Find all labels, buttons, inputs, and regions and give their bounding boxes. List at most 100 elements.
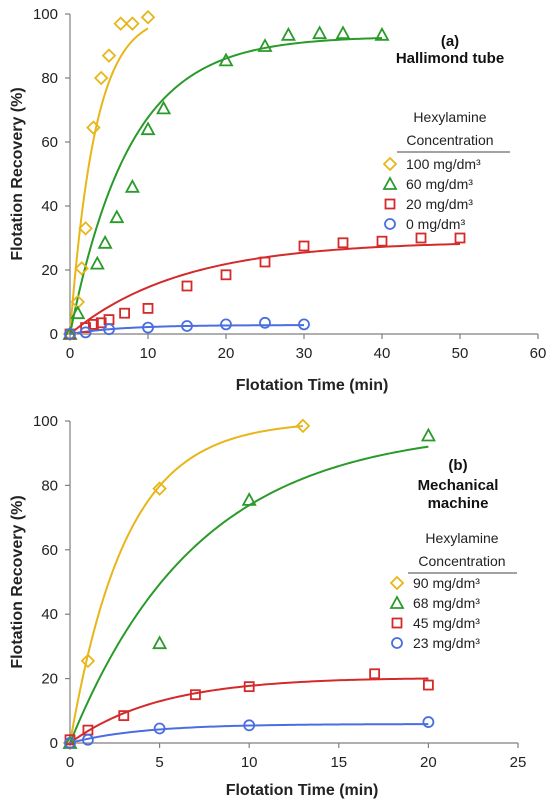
legend-title: Hexylamine [413,109,486,125]
data-point [140,9,156,25]
data-point [218,52,234,67]
data-point [422,679,434,691]
data-point [243,719,256,732]
legend-marker [389,595,405,609]
x-axis-label: Flotation Time (min) [226,782,379,799]
y-tick-label: 0 [50,735,58,752]
x-tick-label: 20 [218,345,235,362]
legend-entry: 45 mg/dm³ [413,615,480,631]
data-point [415,232,427,244]
y-axis-label: Flotation Recovery (%) [9,87,26,260]
legend-entry: 23 mg/dm³ [413,635,480,651]
legend-entry: 20 mg/dm³ [406,196,473,212]
x-tick-label: 60 [530,345,547,362]
data-point [152,481,167,496]
legend-marker [382,156,398,172]
fit-curve [69,723,429,744]
x-tick-label: 15 [330,754,347,771]
y-tick-label: 40 [41,198,58,215]
legend-entry: 0 mg/dm³ [406,216,465,232]
data-point [420,427,436,442]
data-point [152,635,168,650]
data-point [295,418,311,434]
data-point [241,492,257,506]
data-point [97,234,113,249]
data-point [88,318,99,330]
x-tick-label: 50 [452,345,469,362]
panel-annotation: (b) [448,457,467,474]
data-point [257,38,273,52]
legend-title: Concentration [418,553,505,569]
data-point [181,280,193,292]
x-tick-label: 10 [140,345,157,362]
data-point [140,121,156,136]
x-tick-label: 20 [420,754,437,771]
data-point [79,326,92,339]
y-tick-label: 60 [41,134,58,151]
x-tick-label: 40 [374,345,391,362]
data-point [95,317,107,329]
legend-title: Hexylamine [425,530,498,546]
fit-curve [69,425,304,744]
data-point [80,653,96,669]
data-point [80,322,91,334]
data-point [64,737,76,749]
panel-annotation: (a) [441,33,459,50]
x-tick-label: 25 [510,754,527,771]
data-point [113,16,128,31]
data-point [298,318,310,331]
legend-entry: 90 mg/dm³ [413,575,480,591]
x-tick-label: 0 [66,754,74,771]
data-point [454,232,466,244]
data-point [70,305,86,320]
legend-marker [389,575,405,591]
data-point [220,318,232,331]
legend-entry: 68 mg/dm³ [413,595,480,611]
data-point [312,25,328,40]
data-point [337,237,349,249]
data-point [78,221,93,236]
data-point [369,668,381,680]
y-tick-label: 100 [33,413,58,430]
fit-curve [69,324,304,335]
legend-marker [384,198,396,210]
data-point [422,716,435,728]
y-axis-label: Flotation Recovery (%) [9,495,26,668]
panel-annotation: Hallimond tube [396,50,504,67]
data-point [259,256,271,268]
data-point [103,323,115,336]
legend-title: Concentration [406,132,493,148]
y-tick-label: 100 [33,6,58,23]
data-point [118,710,130,722]
fit-curve [69,677,429,744]
data-point [181,320,193,332]
data-point [142,321,154,334]
data-point [220,269,232,281]
y-tick-label: 80 [41,477,58,494]
data-point [243,681,255,693]
data-point [93,70,109,86]
data-point [64,328,76,340]
data-point [109,209,125,224]
data-point [153,722,166,735]
data-point [74,261,89,276]
data-point [86,120,101,135]
x-tick-label: 5 [155,754,163,771]
legend-entry: 60 mg/dm³ [406,176,473,192]
chart-panel-a: 0 10 20 30 40 50 60 0 20 40 60 80 100 Flotation Time … [9,6,546,394]
data-point [124,178,140,193]
legend-entry: 100 mg/dm³ [406,156,481,172]
data-point [89,255,105,270]
data-point [298,240,310,252]
y-tick-label: 60 [41,542,58,559]
data-point [190,689,201,701]
x-tick-label: 10 [241,754,258,771]
fit-curve [69,27,149,335]
data-point [280,26,296,41]
panel-annotation: Mechanical [418,477,499,494]
data-point [101,48,117,63]
legend-marker [384,218,396,230]
x-tick-label: 30 [296,345,313,362]
data-point [119,307,130,319]
legend-marker [391,617,403,629]
